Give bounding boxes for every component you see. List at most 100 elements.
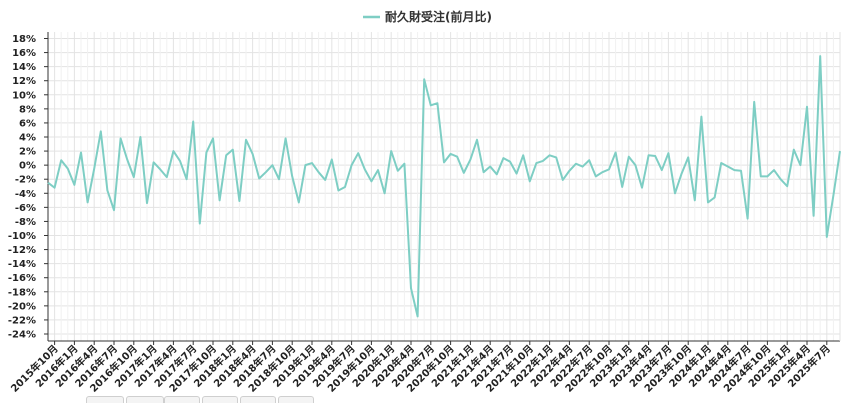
data-point[interactable] — [349, 162, 355, 168]
data-point[interactable] — [65, 166, 71, 172]
data-point[interactable] — [764, 173, 770, 179]
data-point[interactable] — [269, 162, 275, 168]
data-point[interactable] — [434, 100, 440, 106]
data-point[interactable] — [659, 167, 665, 173]
data-point[interactable] — [533, 160, 539, 166]
data-point[interactable] — [118, 135, 124, 141]
data-point[interactable] — [454, 154, 460, 160]
data-point[interactable] — [342, 184, 348, 190]
data-point[interactable] — [164, 174, 170, 180]
data-point[interactable] — [547, 152, 553, 158]
data-point[interactable] — [382, 190, 388, 196]
data-point[interactable] — [811, 213, 817, 219]
data-point[interactable] — [679, 171, 685, 177]
data-point[interactable] — [302, 162, 308, 168]
data-point[interactable] — [731, 167, 737, 173]
data-point[interactable] — [830, 192, 836, 198]
data-point[interactable] — [580, 164, 586, 170]
data-point[interactable] — [309, 160, 315, 166]
data-point[interactable] — [771, 167, 777, 173]
data-point[interactable] — [487, 164, 493, 170]
data-point[interactable] — [137, 134, 143, 140]
data-point[interactable] — [738, 168, 744, 174]
data-point[interactable] — [329, 157, 335, 163]
data-point[interactable] — [639, 185, 645, 191]
data-point[interactable] — [283, 135, 289, 141]
data-point[interactable] — [197, 221, 203, 227]
data-point[interactable] — [401, 161, 407, 167]
data-point[interactable] — [335, 187, 341, 193]
data-point[interactable] — [223, 152, 229, 158]
data-point[interactable] — [685, 154, 691, 160]
data-point[interactable] — [745, 216, 751, 222]
data-point[interactable] — [58, 157, 64, 163]
data-point[interactable] — [461, 170, 467, 176]
data-point[interactable] — [448, 151, 454, 157]
data-point[interactable] — [467, 157, 473, 163]
data-point[interactable] — [170, 148, 176, 154]
data-point[interactable] — [718, 160, 724, 166]
data-point[interactable] — [566, 168, 572, 174]
data-point[interactable] — [388, 148, 394, 154]
data-point[interactable] — [698, 114, 704, 120]
data-point[interactable] — [362, 166, 368, 172]
data-point[interactable] — [758, 173, 764, 179]
data-point[interactable] — [98, 128, 104, 134]
legend[interactable]: 耐久財受注(前月比) — [363, 9, 492, 24]
data-point[interactable] — [250, 151, 256, 157]
data-point[interactable] — [632, 162, 638, 168]
data-point[interactable] — [784, 183, 790, 189]
data-point[interactable] — [45, 180, 51, 186]
data-point[interactable] — [124, 157, 130, 163]
data-point[interactable] — [322, 177, 328, 183]
data-point[interactable] — [52, 185, 58, 191]
data-point[interactable] — [131, 174, 137, 180]
data-point[interactable] — [256, 176, 262, 182]
data-point[interactable] — [243, 137, 249, 143]
data-point[interactable] — [190, 119, 196, 125]
data-point[interactable] — [619, 184, 625, 190]
data-point[interactable] — [157, 166, 163, 172]
data-point[interactable] — [712, 195, 718, 201]
data-point[interactable] — [527, 178, 533, 184]
data-point[interactable] — [104, 187, 110, 193]
data-point[interactable] — [613, 149, 619, 155]
data-point[interactable] — [177, 158, 183, 164]
data-point[interactable] — [184, 176, 190, 182]
data-point[interactable] — [626, 154, 632, 160]
data-point[interactable] — [210, 135, 216, 141]
data-point[interactable] — [725, 164, 731, 170]
data-point[interactable] — [91, 166, 97, 172]
data-point[interactable] — [586, 157, 592, 163]
data-point[interactable] — [408, 285, 414, 291]
data-point[interactable] — [395, 168, 401, 174]
data-point[interactable] — [355, 150, 361, 156]
data-point[interactable] — [263, 169, 269, 175]
data-point[interactable] — [797, 162, 803, 168]
data-point[interactable] — [500, 155, 506, 161]
data-point[interactable] — [375, 167, 381, 173]
data-point[interactable] — [507, 159, 513, 165]
data-point[interactable] — [560, 177, 566, 183]
data-point[interactable] — [606, 166, 612, 172]
data-point[interactable] — [540, 158, 546, 164]
data-point[interactable] — [85, 199, 91, 205]
data-point[interactable] — [652, 153, 658, 159]
data-point[interactable] — [494, 171, 500, 177]
data-point[interactable] — [817, 53, 823, 59]
data-point[interactable] — [296, 199, 302, 205]
data-point[interactable] — [514, 171, 520, 177]
data-point[interactable] — [236, 198, 242, 204]
data-point[interactable] — [111, 207, 117, 213]
data-point[interactable] — [144, 200, 150, 206]
data-point[interactable] — [692, 197, 698, 203]
data-point[interactable] — [553, 154, 559, 160]
data-point[interactable] — [441, 159, 447, 165]
data-point[interactable] — [824, 234, 830, 240]
data-point[interactable] — [78, 149, 84, 155]
data-point[interactable] — [151, 159, 157, 165]
data-point[interactable] — [481, 169, 487, 175]
data-point[interactable] — [573, 161, 579, 167]
data-point[interactable] — [421, 76, 427, 82]
data-point[interactable] — [751, 99, 757, 105]
